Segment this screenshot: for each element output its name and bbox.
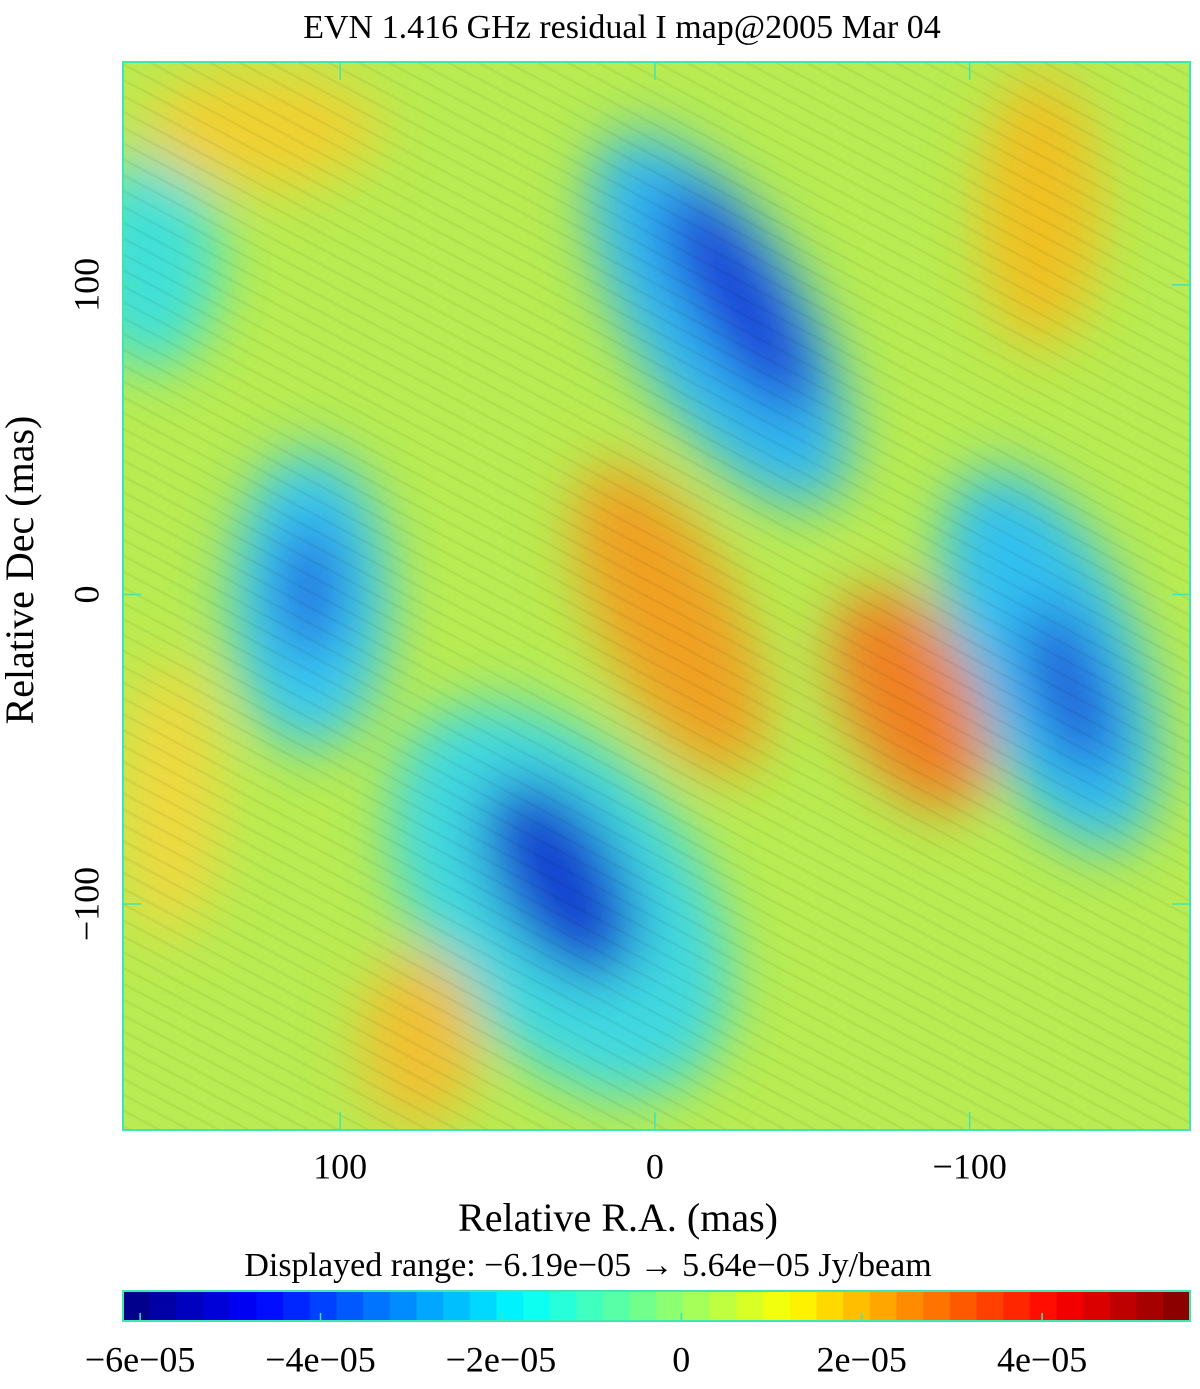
colorbar-step — [363, 1291, 391, 1321]
colorbar-step — [629, 1291, 658, 1321]
colorbar-step — [336, 1291, 364, 1321]
colorbar-title: Displayed range: −6.19e−05 → 5.64e−05 Jy… — [244, 1247, 931, 1284]
colorbar-step — [523, 1291, 551, 1321]
colorbar-tick-label: 2e−05 — [817, 1339, 907, 1379]
map-image — [123, 62, 1190, 1130]
colorbar-step — [683, 1291, 711, 1321]
colorbar-step — [309, 1291, 337, 1321]
colorbar-step — [976, 1291, 1004, 1321]
colorbar-tick-label: 4e−05 — [997, 1339, 1087, 1379]
colorbar-step — [816, 1291, 844, 1321]
colorbar-frame — [122, 1290, 1191, 1322]
colorbar-tick-label: −4e−05 — [265, 1339, 376, 1379]
colorbar-step — [1136, 1291, 1164, 1321]
colorbar-step — [416, 1291, 444, 1321]
colorbar-step — [923, 1291, 951, 1321]
x-tick-label: −100 — [933, 1146, 1007, 1186]
colorbar-step — [709, 1291, 738, 1321]
colorbar-step — [229, 1291, 257, 1321]
y-tick-label: 100 — [66, 258, 106, 312]
colorbar-step — [256, 1291, 284, 1321]
colorbar-step — [789, 1291, 818, 1321]
colorbar-step — [896, 1291, 924, 1321]
colorbar-tick-label: 0 — [672, 1339, 690, 1379]
colorbar-step — [469, 1291, 498, 1321]
colorbar-step — [1056, 1291, 1084, 1321]
colorbar-step — [123, 1291, 151, 1321]
chart-title: EVN 1.416 GHz residual I map@2005 Mar 04 — [303, 9, 941, 46]
colorbar-step — [763, 1291, 791, 1321]
colorbar-step — [443, 1291, 471, 1321]
y-tick-label: 0 — [66, 585, 106, 603]
colorbar-step — [1163, 1291, 1191, 1321]
colorbar-step — [1029, 1291, 1058, 1321]
x-axis-label: Relative R.A. (mas) — [458, 1195, 778, 1240]
colorbar-step — [869, 1291, 898, 1321]
x-tick-label: 100 — [313, 1146, 367, 1186]
colorbar-step — [736, 1291, 764, 1321]
colorbar-step — [1083, 1291, 1111, 1321]
y-axis-label: Relative Dec (mas) — [0, 416, 42, 725]
colorbar-step — [283, 1291, 311, 1321]
colorbar-step — [843, 1291, 871, 1321]
colorbar-step — [149, 1291, 177, 1321]
colorbar-tick-label: −2e−05 — [446, 1339, 557, 1379]
colorbar-step — [203, 1291, 231, 1321]
plot-frame — [122, 61, 1191, 1131]
colorbar-step — [1003, 1291, 1031, 1321]
colorbar-step — [1109, 1291, 1138, 1321]
colorbar-step — [549, 1291, 578, 1321]
colorbar-step — [949, 1291, 978, 1321]
colorbar-tick-label: −6e−05 — [85, 1339, 196, 1379]
colorbar-step — [603, 1291, 631, 1321]
colorbar-step — [576, 1291, 604, 1321]
colorbar-step — [176, 1291, 204, 1321]
y-tick-label: −100 — [66, 867, 106, 941]
colorbar-step — [389, 1291, 418, 1321]
x-tick-label: 0 — [646, 1146, 664, 1186]
colorbar-step — [656, 1291, 684, 1321]
